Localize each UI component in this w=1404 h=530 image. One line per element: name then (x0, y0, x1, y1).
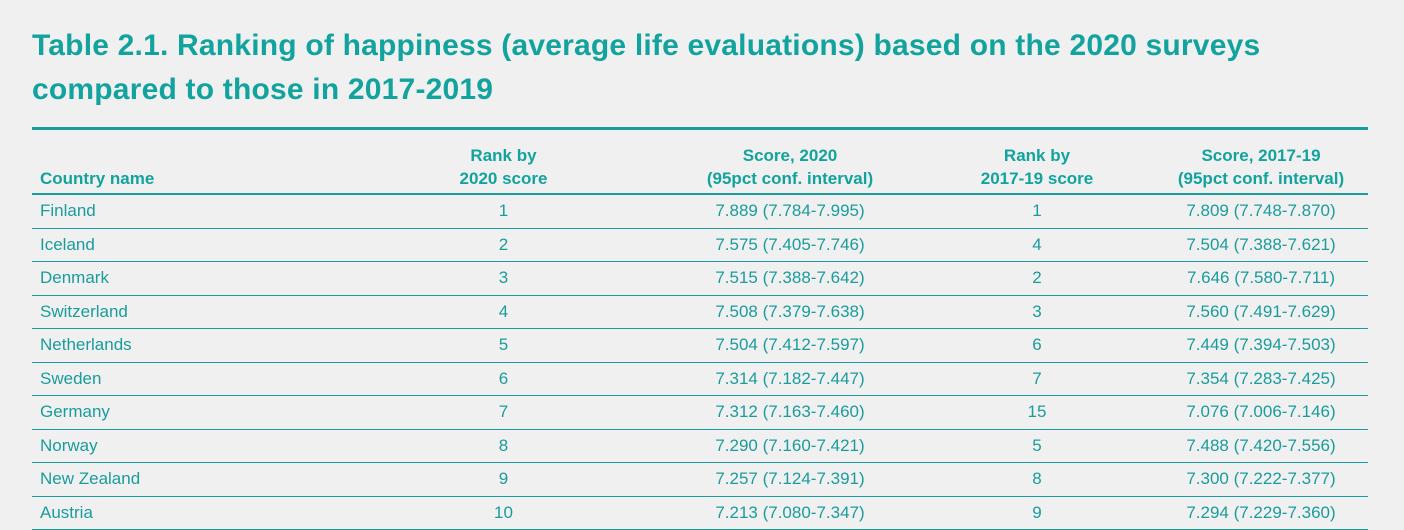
table-row: Switzerland 4 7.508 (7.379-7.638) 3 7.560 (7… (32, 295, 1368, 329)
score-2017-19-cell: 7.354 (7.283-7.425) (1154, 362, 1368, 396)
country-name-cell: Germany (32, 395, 347, 430)
table-row: Denmark 3 7.515 (7.388-7.642) 2 7.646 (7.580… (32, 261, 1368, 296)
score-2020-cell: 7.575 (7.405-7.746) (660, 228, 920, 262)
score-2020-cell: 7.312 (7.163-7.460) (660, 395, 920, 430)
rank-2017-19-cell: 3 (920, 295, 1154, 329)
score-2017-19-cell: 7.504 (7.388-7.621) (1154, 228, 1368, 262)
rank-2020-cell: 1 (347, 194, 660, 229)
score-2017-19-cell: 7.294 (7.229-7.360) (1154, 496, 1368, 530)
rank-2017-19-cell: 9 (920, 496, 1154, 530)
score-2020-cell: 7.290 (7.160-7.421) (660, 429, 920, 463)
header-country-name: Country name (32, 130, 347, 195)
table-row: Austria 10 7.213 (7.080-7.347) 9 7.294 (7.22… (32, 496, 1368, 530)
rank-2020-cell: 2 (347, 228, 660, 262)
rank-2020-cell: 8 (347, 429, 660, 463)
rank-2017-19-cell: 2 (920, 261, 1154, 296)
rank-2020-cell: 3 (347, 261, 660, 296)
score-2020-cell: 7.508 (7.379-7.638) (660, 295, 920, 329)
score-2017-19-cell: 7.560 (7.491-7.629) (1154, 295, 1368, 329)
table-row: Sweden 6 7.314 (7.182-7.447) 7 7.354 (7.283-… (32, 362, 1368, 396)
score-2020-cell: 7.889 (7.784-7.995) (660, 194, 920, 229)
score-2020-cell: 7.504 (7.412-7.597) (660, 328, 920, 363)
score-2020-cell: 7.257 (7.124-7.391) (660, 462, 920, 497)
score-2020-cell: 7.515 (7.388-7.642) (660, 261, 920, 296)
header-score-2020: Score, 2020 (95pct conf. interval) (660, 130, 920, 195)
country-name-cell: New Zealand (32, 462, 347, 497)
table-header-row: Country name Rank by 2020 score Score, 2… (32, 130, 1368, 195)
table-title: Table 2.1. Ranking of happiness (average… (32, 29, 1261, 106)
rank-2017-19-cell: 4 (920, 228, 1154, 262)
table-row: Iceland 2 7.575 (7.405-7.746) 4 7.504 (7.388… (32, 228, 1368, 262)
score-2020-cell: 7.213 (7.080-7.347) (660, 496, 920, 530)
table-body: Finland 1 7.889 (7.784-7.995) 1 7.809 (7.748… (32, 194, 1368, 530)
country-name-cell: Sweden (32, 362, 347, 396)
score-2017-19-cell: 7.488 (7.420-7.556) (1154, 429, 1368, 463)
rank-2020-cell: 7 (347, 395, 660, 430)
country-name-cell: Denmark (32, 261, 347, 296)
title-divider (32, 127, 1368, 130)
rank-2017-19-cell: 15 (920, 395, 1154, 430)
rank-2020-cell: 9 (347, 462, 660, 497)
header-rank-2017-19: Rank by 2017-19 score (920, 130, 1154, 195)
rank-2020-cell: 4 (347, 295, 660, 329)
rank-2017-19-cell: 7 (920, 362, 1154, 396)
country-name-cell: Switzerland (32, 295, 347, 329)
country-name-cell: Norway (32, 429, 347, 463)
score-2017-19-cell: 7.646 (7.580-7.711) (1154, 261, 1368, 296)
country-name-cell: Iceland (32, 228, 347, 262)
rank-2017-19-cell: 6 (920, 328, 1154, 363)
table-row: Norway 8 7.290 (7.160-7.421) 5 7.488 (7.420-… (32, 429, 1368, 463)
country-name-cell: Finland (32, 194, 347, 229)
rank-2020-cell: 5 (347, 328, 660, 363)
score-2017-19-cell: 7.076 (7.006-7.146) (1154, 395, 1368, 430)
header-rank-2020: Rank by 2020 score (347, 130, 660, 195)
rank-2020-cell: 6 (347, 362, 660, 396)
table-row: Finland 1 7.889 (7.784-7.995) 1 7.809 (7.748… (32, 194, 1368, 229)
rank-2017-19-cell: 5 (920, 429, 1154, 463)
country-name-cell: Netherlands (32, 328, 347, 363)
table-row: Netherlands 5 7.504 (7.412-7.597) 6 7.449 (7… (32, 328, 1368, 363)
score-2017-19-cell: 7.300 (7.222-7.377) (1154, 462, 1368, 497)
table-row: New Zealand 9 7.257 (7.124-7.391) 8 7.300 (7… (32, 462, 1368, 497)
country-name-cell: Austria (32, 496, 347, 530)
header-score-2017-19: Score, 2017-19 (95pct conf. interval) (1154, 130, 1368, 195)
score-2017-19-cell: 7.809 (7.748-7.870) (1154, 194, 1368, 229)
table-row: Germany 7 7.312 (7.163-7.460) 15 7.076 (7.00… (32, 395, 1368, 430)
rank-2020-cell: 10 (347, 496, 660, 530)
score-2017-19-cell: 7.449 (7.394-7.503) (1154, 328, 1368, 363)
happiness-ranking-table: Country name Rank by 2020 score Score, 2… (32, 130, 1368, 530)
rank-2017-19-cell: 1 (920, 194, 1154, 229)
score-2020-cell: 7.314 (7.182-7.447) (660, 362, 920, 396)
rank-2017-19-cell: 8 (920, 462, 1154, 497)
